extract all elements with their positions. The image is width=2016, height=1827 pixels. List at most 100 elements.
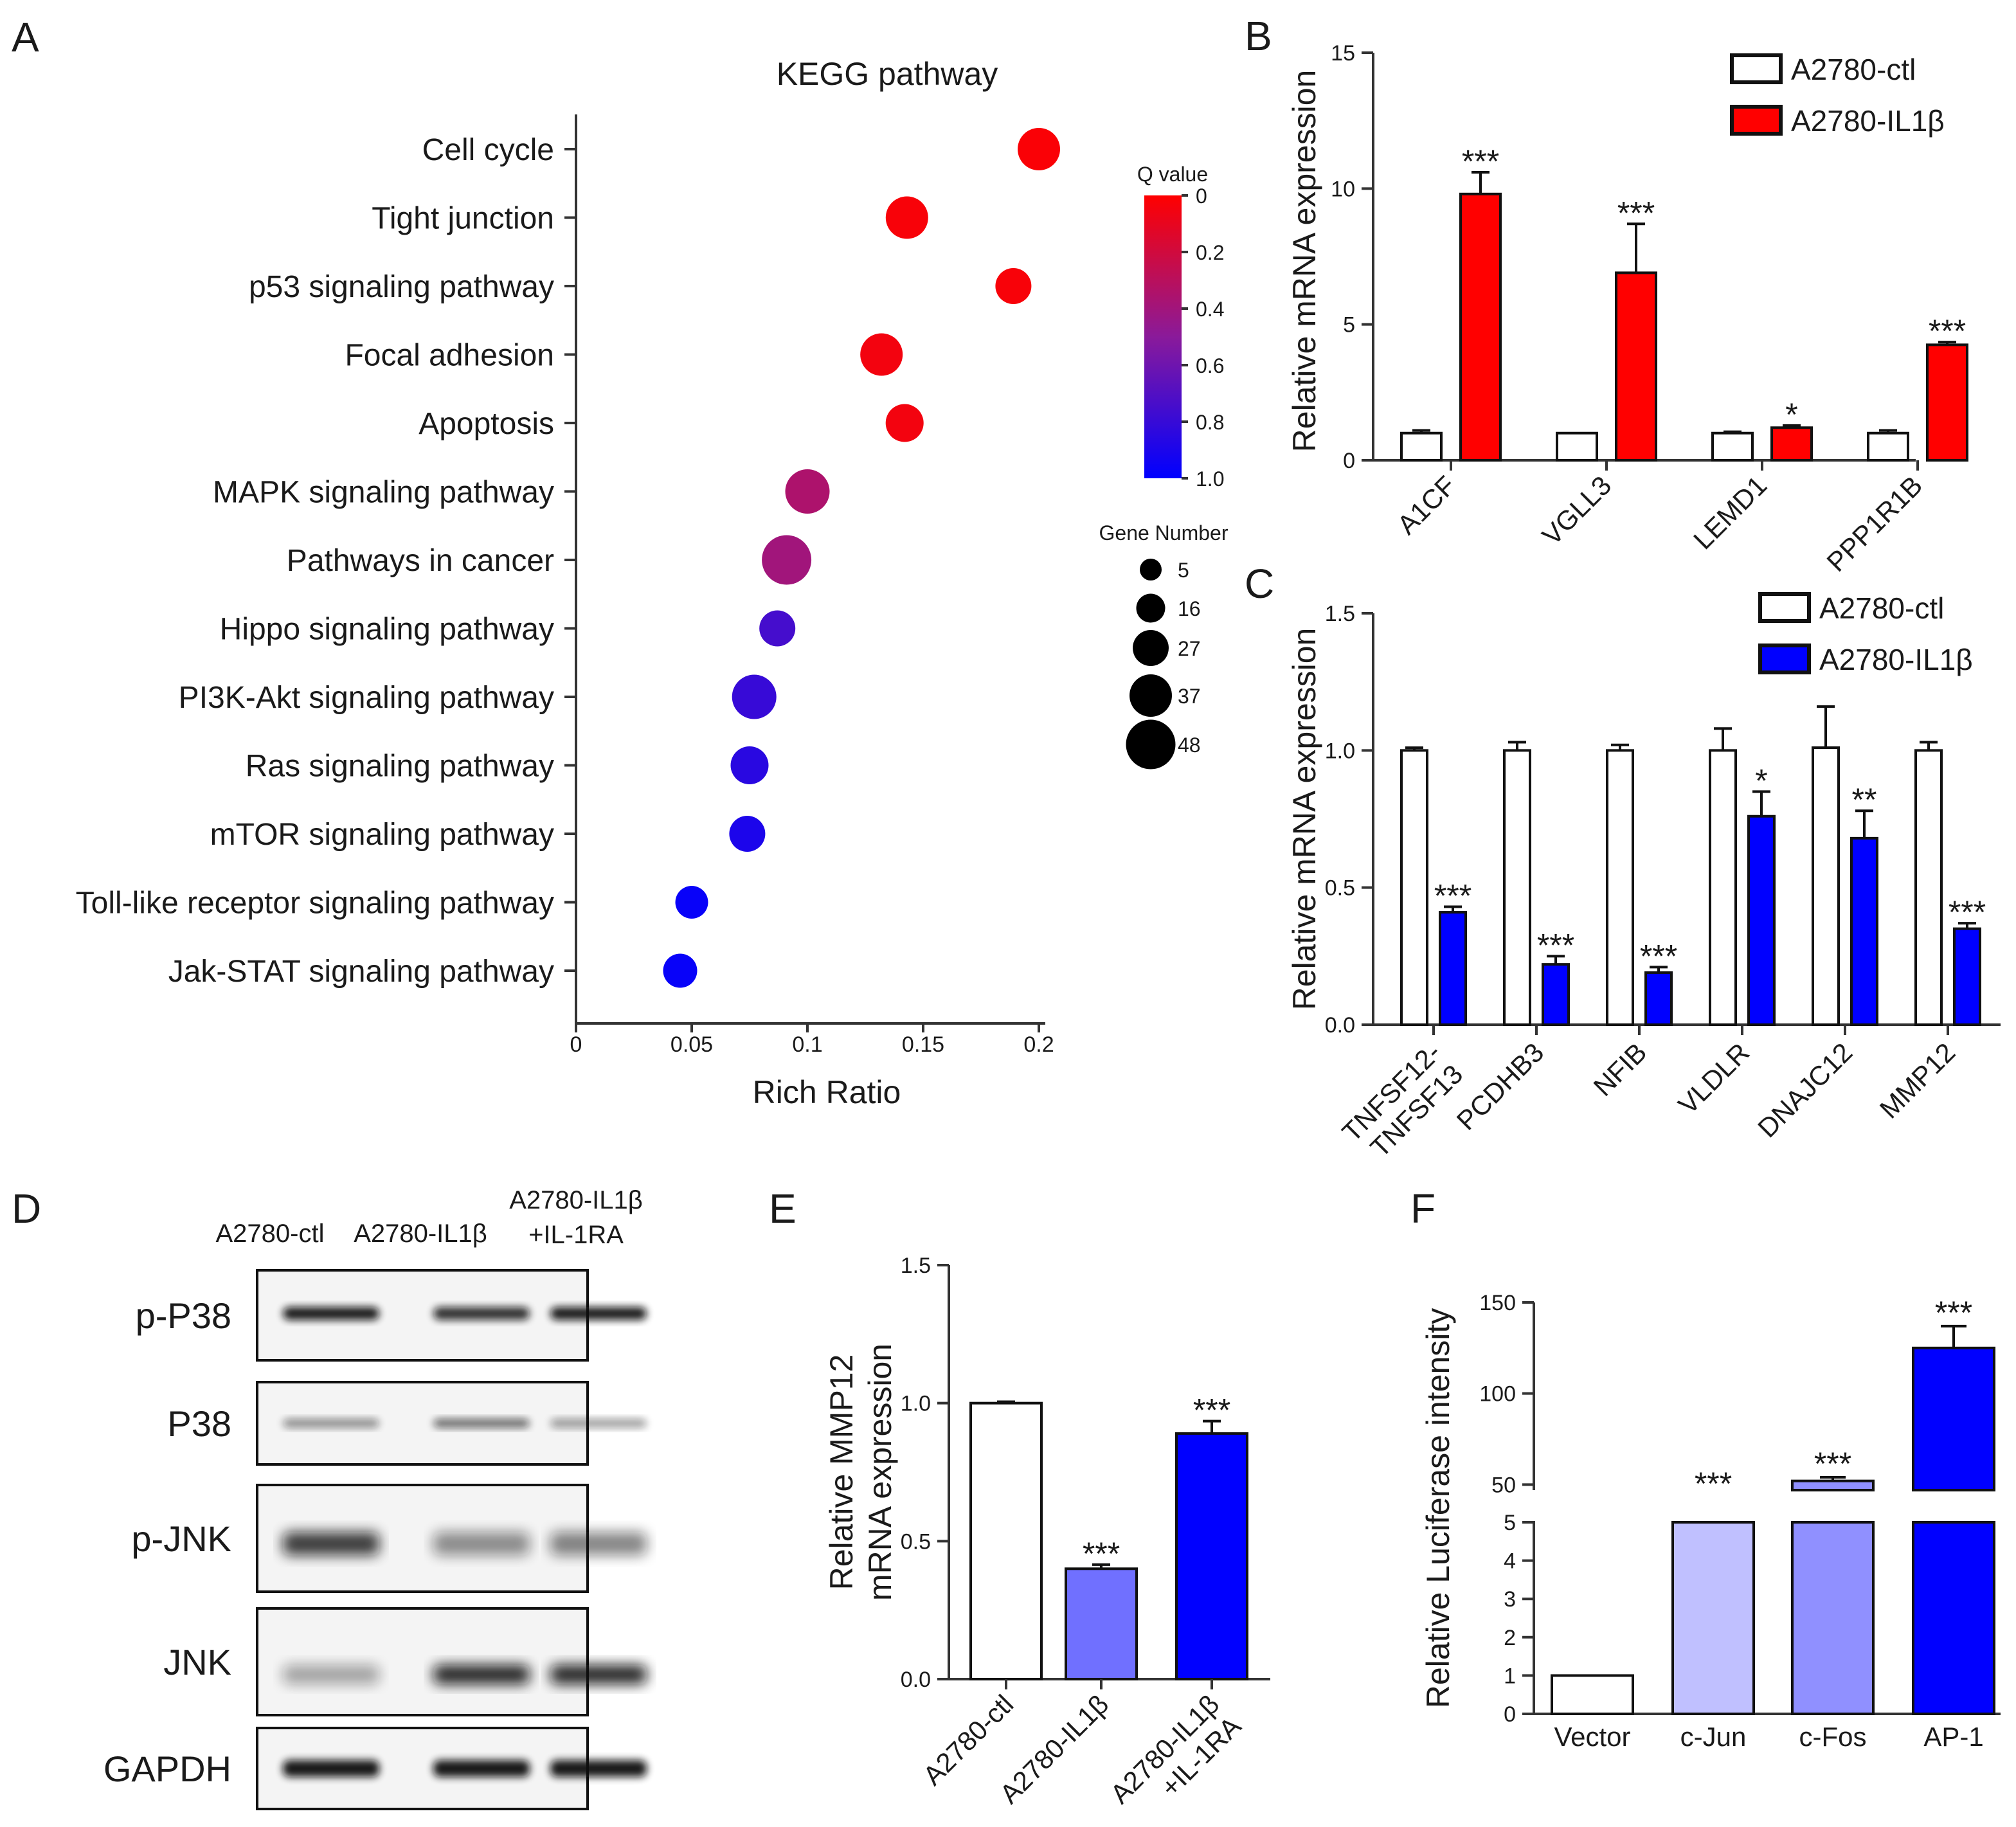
f-lower-ytick-label-3: 3 — [1504, 1587, 1516, 1612]
c-category-label-pcdhb3-0: PCDHB3 — [1451, 1037, 1550, 1136]
c-vldlr-il1b-significance: * — [1755, 762, 1767, 798]
f-lower-ytick-label-5: 5 — [1504, 1511, 1516, 1535]
f-category-label-vector: Vector — [1554, 1722, 1630, 1752]
gene-number-label-5: 5 — [1178, 559, 1189, 582]
qvalue-tick-label-4: 0.8 — [1196, 411, 1224, 434]
blot-frame-jnk — [256, 1607, 589, 1716]
qvalue-tick-label-2: 0.4 — [1196, 298, 1224, 321]
b-legend-label-il1b: A2780-IL1β — [1791, 104, 1945, 138]
f-category-label-c-fos: c-Fos — [1799, 1722, 1867, 1752]
e-ylabel-line1: Relative MMP12 — [824, 1354, 860, 1590]
c-dnajc12-il1b-significance: ** — [1852, 782, 1877, 818]
pathway-label-apoptosis: Apoptosis — [419, 407, 554, 441]
b-vgll3-ctl-bar — [1556, 431, 1598, 462]
blot-col-label-ctl: A2780-ctl — [216, 1220, 325, 1248]
f-ap-1-bar-lower — [1912, 1521, 1995, 1715]
bubble-ras-signaling-pathway — [730, 746, 769, 784]
bubble-apoptosis — [885, 404, 924, 442]
b-legend-swatch-il1b — [1730, 105, 1783, 136]
kegg-xtick-label-0: 0 — [570, 1032, 582, 1057]
blot-band-jnk-lane-2 — [433, 1664, 530, 1684]
pathway-label-hippo-signaling-pathway: Hippo signaling pathway — [220, 613, 554, 647]
blot-band-jnk-lane-1 — [283, 1664, 379, 1684]
f-category-label-c-jun: c-Jun — [1680, 1722, 1747, 1752]
b-category-label-ppp1r1b: PPP1R1B — [1821, 470, 1928, 577]
c-nfib-il1b-significance: *** — [1640, 938, 1677, 974]
pathway-label-pi3k-akt-signaling-pathway: PI3K-Akt signaling pathway — [179, 681, 554, 715]
c-mmp12-ctl-bar — [1914, 749, 1943, 1027]
pathway-label-focal-adhesion: Focal adhesion — [345, 339, 554, 373]
b-ytick-label-1: 5 — [1343, 313, 1355, 338]
c-tnfsf12-tnfsf13-il1b-bar — [1439, 911, 1467, 1026]
panel-b-bar-chart: Relative mRNA expression A2780-ctl A2780… — [1286, 41, 1968, 577]
b-ppp1r1b-il1b-significance: *** — [1929, 313, 1966, 349]
c-legend-swatch-il1b — [1758, 644, 1811, 674]
pathway-label-pathways-in-cancer: Pathways in cancer — [287, 544, 554, 578]
e-a2780-il1-il-1ra-bar — [1175, 1432, 1248, 1680]
f-axis-break-gap — [1535, 1491, 2001, 1520]
f-c-fos-bar-upper — [1791, 1479, 1875, 1492]
blot-band-p38-lane-1 — [283, 1419, 379, 1428]
blot-band-p-jnk-lane-3 — [550, 1532, 647, 1556]
b-ytick-label-0: 0 — [1343, 449, 1355, 473]
blot-row-label-jnk: JNK — [163, 1642, 231, 1682]
c-tnfsf12-tnfsf13-ctl-bar — [1400, 749, 1428, 1027]
c-ylabel: Relative mRNA expression — [1286, 628, 1322, 1011]
gene-number-label-37: 37 — [1178, 685, 1201, 708]
c-pcdhb3-il1b-bar — [1542, 963, 1570, 1026]
c-dnajc12-il1b-bar — [1850, 836, 1878, 1027]
e-ytick-label-1: 0.5 — [901, 1529, 931, 1554]
f-lower-ytick-label-2: 2 — [1504, 1626, 1516, 1650]
e-ytick-label-3: 1.5 — [901, 1254, 931, 1278]
c-pcdhb3-ctl-bar — [1503, 749, 1531, 1027]
b-ppp1r1b-il1b-bar — [1926, 343, 1968, 462]
gene-number-dot-37 — [1130, 674, 1172, 717]
kegg-xtick-label-1: 0.05 — [670, 1032, 713, 1057]
e-a2780-il1-bar — [1065, 1567, 1138, 1680]
qvalue-legend-title: Q value — [1137, 163, 1208, 186]
f-c-fos-bar-lower — [1791, 1521, 1875, 1715]
blot-band-p38-lane-2 — [433, 1419, 530, 1428]
panel-e-bar-chart: Relative MMP12 mRNA expression 0.0 0.5 1.0… — [824, 1254, 1270, 1810]
b-a1cf-ctl-bar — [1400, 431, 1443, 462]
b-vgll3-il1b-significance: *** — [1617, 195, 1655, 231]
bubble-mapk-signaling-pathway — [785, 469, 830, 514]
gene-number-dot-16 — [1136, 593, 1166, 623]
qvalue-tick-label-1: 0.2 — [1196, 241, 1224, 264]
bubble-jak-stat-signaling-pathway — [663, 953, 698, 988]
kegg-xtick-label-3: 0.15 — [902, 1032, 944, 1057]
pathway-label-cell-cycle: Cell cycle — [422, 133, 554, 167]
c-vldlr-il1b-bar — [1747, 815, 1776, 1026]
c-category-label-mmp12-0: MMP12 — [1874, 1037, 1961, 1124]
b-a1cf-il1b-significance: *** — [1462, 143, 1499, 179]
blot-band-p-jnk-lane-2 — [433, 1532, 530, 1556]
gene-number-label-16: 16 — [1178, 597, 1201, 620]
bubble-tight-junction — [885, 196, 928, 239]
b-a1cf-il1b-bar — [1459, 192, 1502, 462]
panel-label-a: A — [12, 14, 39, 60]
c-legend-swatch-ctl — [1758, 592, 1811, 623]
blot-row-label-p-jnk: p-JNK — [131, 1518, 231, 1559]
kegg-xtick-label-4: 0.2 — [1023, 1032, 1054, 1057]
f-vector-bar — [1551, 1674, 1634, 1715]
b-legend-label-ctl: A2780-ctl — [1791, 53, 1916, 86]
pathway-label-ras-signaling-pathway: Ras signaling pathway — [246, 750, 554, 784]
blot-band-gapdh-lane-2 — [433, 1760, 530, 1777]
qvalue-tick-label-0: 0 — [1196, 184, 1207, 208]
panel-f-bar-chart: Relative Luciferase intensity 0 1 2 3 4 5 50 10… — [1420, 1291, 2001, 1752]
bubble-focal-adhesion — [860, 333, 903, 376]
c-ytick-label-2: 1.0 — [1325, 739, 1355, 763]
qvalue-tick-label-5: 1.0 — [1196, 467, 1224, 491]
panel-c-bar-chart: Relative mRNA expression A2780-ctl A2780… — [1286, 591, 2001, 1163]
e-a2780-il1-il-1ra-significance: *** — [1193, 1392, 1230, 1428]
f-category-label-ap-1: AP-1 — [1923, 1722, 1983, 1752]
kegg-xlabel: Rich Ratio — [753, 1074, 901, 1110]
blot-band-p38-lane-3 — [550, 1419, 647, 1428]
blot-row-label-gapdh: GAPDH — [104, 1749, 231, 1789]
f-lower-ytick-label-0: 0 — [1504, 1702, 1516, 1727]
e-a2780-ctl-bar — [969, 1401, 1043, 1681]
f-lower-ytick-label-4: 4 — [1504, 1549, 1516, 1574]
pathway-label-mtor-signaling-pathway: mTOR signaling pathway — [210, 818, 554, 852]
c-vldlr-ctl-bar — [1709, 749, 1737, 1027]
blot-col-label-il1b: A2780-IL1β — [354, 1220, 487, 1248]
